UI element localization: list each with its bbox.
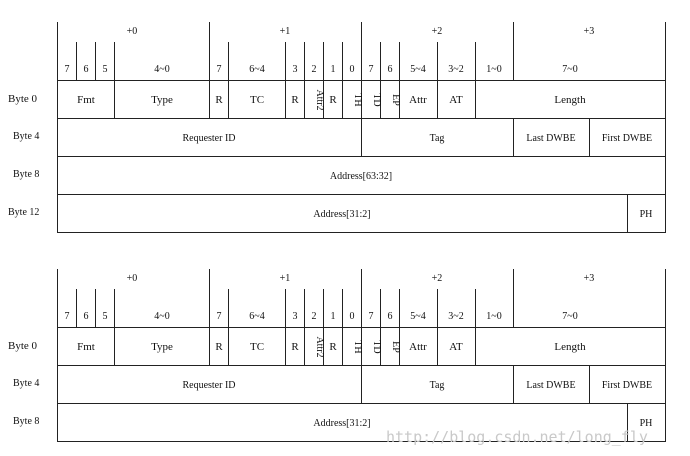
field-first-dwbe: First DWBE [602,380,652,391]
bit-number: 2 [312,311,317,322]
grid-lines [57,327,666,442]
bit-number: 6 [84,64,89,75]
row-label-byte-12: Byte 12 [8,207,39,218]
field-attr: Attr [409,341,427,353]
bit-number: 0 [350,64,355,75]
field-fmt: Fmt [77,341,95,353]
bit-number: 7~0 [562,64,577,75]
field-ph: PH [640,209,653,220]
field-at: AT [449,94,463,106]
bit-number: 6 [84,311,89,322]
bit-number: 4~0 [154,64,169,75]
tlp-header-table-3dw: +0 +1 +2 +3 7 6 5 4~0 [8,269,666,442]
bit-number: 6~4 [249,311,264,322]
bit-number: 6~4 [249,64,264,75]
field-last-dwbe: Last DWBE [526,380,575,391]
field-ep: EP [390,94,401,106]
row-label-byte-4: Byte 4 [13,378,39,389]
byte-label-0: +0 [127,26,138,37]
field-ep: EP [390,341,401,353]
field-tc: TC [250,341,264,353]
bit-number: 3 [293,311,298,322]
field-reserved: R [215,94,223,106]
field-first-dwbe: First DWBE [602,133,652,144]
byte-label-2: +2 [432,26,443,37]
field-type: Type [151,94,173,106]
field-address-31-2: Address[31:2] [313,418,370,429]
grid-lines [57,80,666,233]
bit-number: 1 [331,311,336,322]
bit-number: 1 [331,64,336,75]
byte-label-0: +0 [127,273,138,284]
byte-label-3: +3 [584,26,595,37]
bit-number: 5~4 [410,311,425,322]
bit-number: 3 [293,64,298,75]
header-ticks [57,269,666,327]
bit-numbers: 7 6 5 4~0 7 6~4 3 2 1 0 7 6 5~4 3~2 1~0 … [65,311,578,322]
watermark-text: http://blog.csdn.net/long_fly [386,428,648,446]
bit-number: 7 [65,311,70,322]
field-attr: Attr [409,94,427,106]
row-label-byte-8: Byte 8 [13,169,39,180]
field-fmt: Fmt [77,94,95,106]
bit-number: 5 [103,64,108,75]
bit-numbers: 7 6 5 4~0 7 6~4 3 2 1 0 7 6 5~4 3~2 1~0 … [65,64,578,75]
field-tag: Tag [430,380,445,391]
field-length: Length [554,94,586,106]
bit-number: 3~2 [448,311,463,322]
byte-label-2: +2 [432,273,443,284]
bit-number: 0 [350,311,355,322]
field-last-dwbe: Last DWBE [526,133,575,144]
field-th: TH [352,93,363,106]
bit-number: 7 [217,64,222,75]
bit-number: 5 [103,311,108,322]
bit-number: 6 [388,311,393,322]
bit-number: 2 [312,64,317,75]
row-label-byte-0: Byte 0 [8,340,38,352]
field-td: TD [371,340,382,353]
field-length: Length [554,341,586,353]
byte-label-3: +3 [584,273,595,284]
field-requester-id: Requester ID [182,133,235,144]
bit-number: 5~4 [410,64,425,75]
header-ticks [57,22,666,80]
bit-number: 3~2 [448,64,463,75]
bit-number: 4~0 [154,311,169,322]
bit-number: 7 [217,311,222,322]
field-attr2: Attr2 [314,336,325,357]
bit-number: 6 [388,64,393,75]
field-attr2: Attr2 [314,89,325,110]
bit-number: 1~0 [486,311,501,322]
byte-label-1: +1 [280,273,291,284]
field-reserved: R [329,341,337,353]
field-reserved: R [329,94,337,106]
bit-number: 7 [369,64,374,75]
field-reserved: R [291,94,299,106]
bit-number: 7 [65,64,70,75]
row-label-byte-0: Byte 0 [8,93,38,105]
field-ph: PH [640,418,653,429]
field-address-31-2: Address[31:2] [313,209,370,220]
field-reserved: R [215,341,223,353]
row-label-byte-4: Byte 4 [13,131,39,142]
bit-number: 7~0 [562,311,577,322]
field-reserved: R [291,341,299,353]
field-address-63-32: Address[63:32] [330,171,392,182]
tlp-header-table-4dw: +0 +1 +2 +3 7 6 5 [8,22,666,233]
field-at: AT [449,341,463,353]
bit-number: 7 [369,311,374,322]
field-td: TD [371,93,382,106]
field-type: Type [151,341,173,353]
field-tc: TC [250,94,264,106]
byte-label-1: +1 [280,26,291,37]
row-label-byte-8: Byte 8 [13,416,39,427]
field-th: TH [352,340,363,353]
bit-number: 1~0 [486,64,501,75]
field-requester-id: Requester ID [182,380,235,391]
field-tag: Tag [430,133,445,144]
